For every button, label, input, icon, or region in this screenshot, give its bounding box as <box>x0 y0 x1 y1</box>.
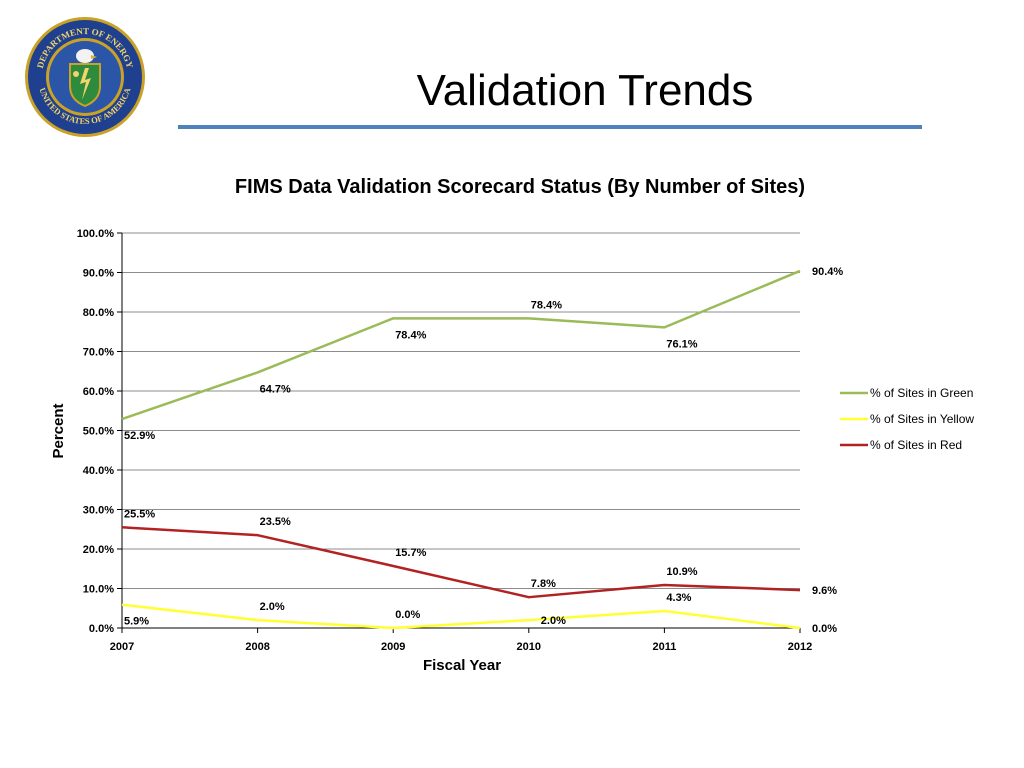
title-divider <box>178 125 922 129</box>
slide-title: Validation Trends <box>416 66 754 115</box>
x-tick-label: 2012 <box>788 641 812 653</box>
y-tick-label: 60.0% <box>83 386 114 398</box>
x-tick-label: 2010 <box>517 641 541 653</box>
data-labels: 52.9% 64.7% 78.4% 78.4% 76.1% 90.4% 5.9% 2.0% 0.… <box>124 266 843 635</box>
y-tick-label: 0.0% <box>89 623 114 635</box>
series-lines <box>121 269 801 630</box>
legend-label: % of Sites in Yellow <box>870 412 974 426</box>
data-label: 0.0% <box>395 609 420 621</box>
x-tick-label: 2007 <box>110 641 134 653</box>
legend-label: % of Sites in Red <box>870 438 962 452</box>
x-tick-label: 2008 <box>245 641 269 653</box>
data-label: 4.3% <box>666 592 691 604</box>
x-tick-label: 2009 <box>381 641 405 653</box>
x-tick-label: 2011 <box>652 641 676 653</box>
y-tick-label: 10.0% <box>83 584 114 596</box>
data-label: 15.7% <box>395 547 426 559</box>
series-line-2 <box>121 603 801 630</box>
x-axis-title: Fiscal Year <box>423 657 501 674</box>
legend-label: % of Sites in Green <box>870 386 973 400</box>
y-tick-label: 50.0% <box>83 426 114 438</box>
y-tick-label: 30.0% <box>83 505 114 517</box>
data-label: 78.4% <box>531 299 562 311</box>
data-label: 7.8% <box>531 578 556 590</box>
doe-seal-logo: DEPARTMENT OF ENERGY UNITED STATES OF AM… <box>25 17 145 137</box>
data-label: 5.9% <box>124 616 149 628</box>
data-label: 0.0% <box>812 623 837 635</box>
data-label: 52.9% <box>124 430 155 442</box>
data-label: 78.4% <box>395 329 426 341</box>
data-label: 23.5% <box>260 516 291 528</box>
data-label: 10.9% <box>666 566 697 578</box>
data-label: 25.5% <box>124 508 155 520</box>
chart-title: FIMS Data Validation Scorecard Status (B… <box>234 176 806 198</box>
line-chart: 0.0% 10.0% 20.0% 30.0% 40.0% 50.0% 60.0% 70.0% 8… <box>50 228 974 674</box>
data-label: 2.0% <box>541 615 566 627</box>
legend: % of Sites in Green % of Sites in Yellow%… <box>840 386 974 452</box>
data-label: 9.6% <box>812 585 837 597</box>
data-label: 76.1% <box>666 338 697 350</box>
data-label: 64.7% <box>260 383 291 395</box>
y-axis-title: Percent <box>50 403 67 458</box>
y-tick-label: 80.0% <box>83 307 114 319</box>
data-label: 2.0% <box>260 601 285 613</box>
y-tick-label: 20.0% <box>83 544 114 556</box>
data-label: 90.4% <box>812 266 843 278</box>
y-tick-label: 70.0% <box>83 347 114 359</box>
gridlines <box>122 232 800 629</box>
y-tick-label: 90.0% <box>83 268 114 280</box>
y-tick-label: 100.0% <box>77 228 115 240</box>
series-line-1 <box>121 269 801 421</box>
y-tick-label: 40.0% <box>83 465 114 477</box>
axes: 0.0% 10.0% 20.0% 30.0% 40.0% 50.0% 60.0% 70.0% 8… <box>77 228 813 653</box>
series-line-3 <box>121 526 801 599</box>
